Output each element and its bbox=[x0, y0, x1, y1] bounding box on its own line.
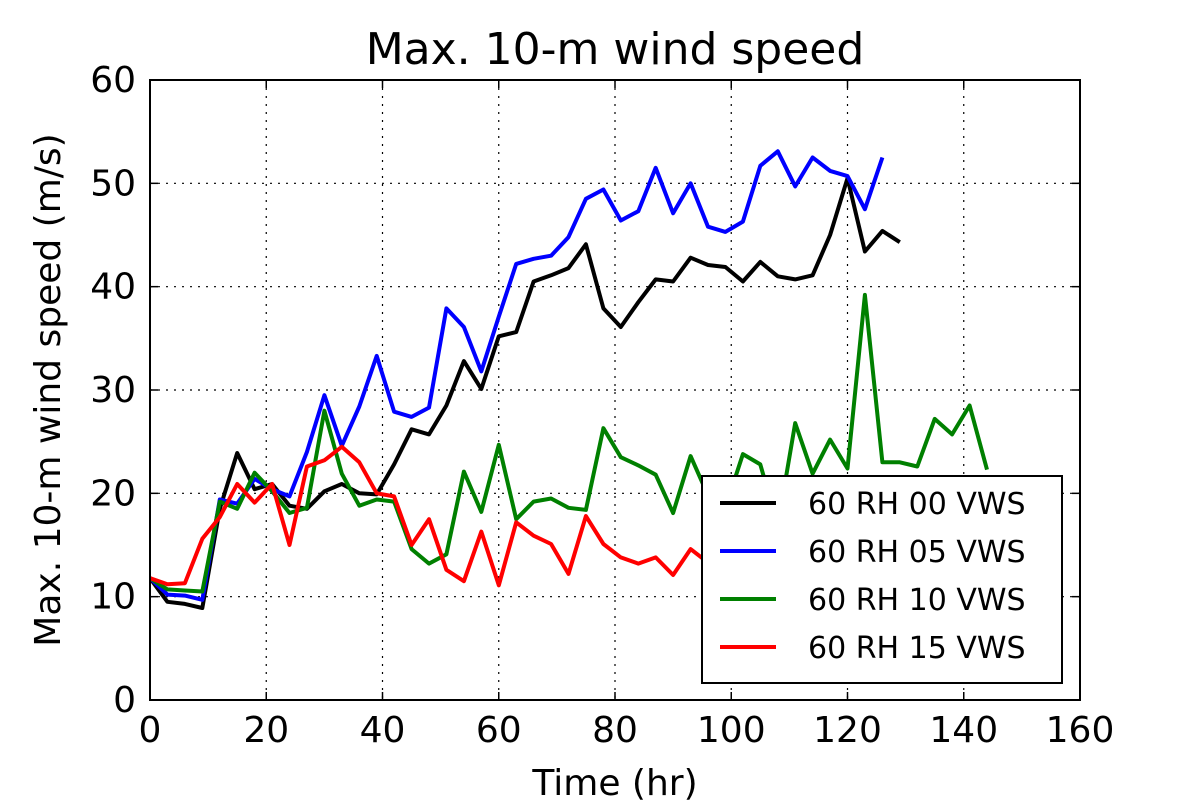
y-tick-label: 40 bbox=[90, 267, 136, 308]
x-tick-label: 80 bbox=[592, 710, 638, 751]
legend-label: 60 RH 00 VWS bbox=[808, 487, 1026, 522]
series-line-60-rh-15-vws bbox=[150, 444, 780, 588]
y-tick-label: 10 bbox=[90, 577, 136, 618]
x-tick-label: 140 bbox=[929, 710, 998, 751]
y-tick-label: 0 bbox=[113, 680, 136, 721]
x-tick-label: 60 bbox=[476, 710, 522, 751]
y-tick-label: 60 bbox=[90, 60, 136, 101]
legend: 60 RH 00 VWS 60 RH 05 VWS 60 RH 10 VWS 60 R… bbox=[701, 475, 1063, 684]
y-axis-label: Max. 10-m wind speed (m/s) bbox=[28, 133, 69, 646]
y-tick-label: 20 bbox=[90, 473, 136, 514]
data-series bbox=[150, 149, 989, 610]
x-tick-label: 100 bbox=[697, 710, 766, 751]
y-tick-label: 50 bbox=[90, 163, 136, 204]
x-tick-label: 120 bbox=[813, 710, 882, 751]
series-line-60-rh-10-vws bbox=[150, 292, 989, 594]
x-tick-label: 20 bbox=[243, 710, 289, 751]
x-axis-label: Time (hr) bbox=[531, 763, 697, 800]
legend-label: 60 RH 05 VWS bbox=[808, 535, 1026, 570]
x-tick-label: 160 bbox=[1046, 710, 1115, 751]
legend-label: 60 RH 15 VWS bbox=[808, 631, 1026, 666]
axis-ticks: 0 20 40 60 80 100 120 140 160 0 10 20 30 40 50 60 bbox=[90, 60, 1114, 751]
x-tick-label: 40 bbox=[360, 710, 406, 751]
grid bbox=[150, 80, 1080, 700]
chart-title: Max. 10-m wind speed bbox=[366, 24, 865, 75]
legend-label: 60 RH 10 VWS bbox=[808, 583, 1026, 618]
x-tick-label: 0 bbox=[139, 710, 162, 751]
y-tick-label: 30 bbox=[90, 370, 136, 411]
